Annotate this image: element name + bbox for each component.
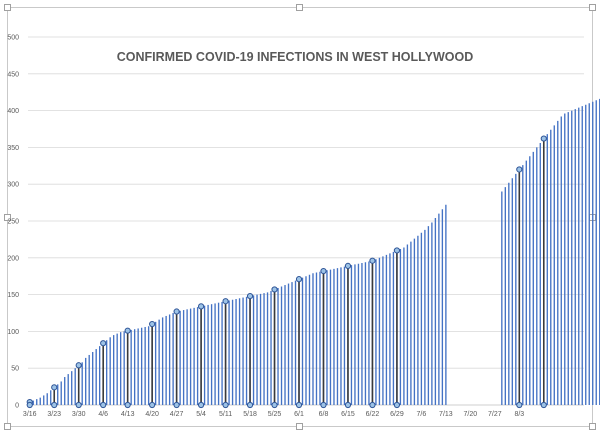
baseline-marker <box>246 401 254 409</box>
data-point-marker <box>393 247 401 254</box>
baseline-marker <box>149 401 156 409</box>
baseline-marker <box>295 401 303 409</box>
y-tick-label: 200 <box>7 255 19 262</box>
x-tick-label: 7/13 <box>439 411 453 418</box>
y-axis-tick-labels: 0 50 100 150 200 250 300 350 400 450 500 <box>7 35 19 410</box>
data-point-marker <box>75 362 82 369</box>
baseline-marker <box>320 401 327 409</box>
x-tick-label: 5/11 <box>219 411 232 418</box>
baseline-marker <box>393 401 401 409</box>
y-tick-label: 300 <box>7 182 19 189</box>
x-tick-label: 6/1 <box>294 411 304 418</box>
baseline-marker <box>75 401 82 409</box>
x-tick-label: 5/25 <box>268 411 282 418</box>
baseline-marker <box>222 401 229 409</box>
x-axis-tick-labels: 3/16 3/23 3/30 4/6 4/13 4/20 4/27 5/4 5/11 5/18 5/… <box>23 411 524 418</box>
x-tick-label: 6/22 <box>366 411 380 418</box>
baseline-marker <box>100 401 107 409</box>
chart-title: CONFIRMED COVID-19 INFECTIONS IN WEST HO… <box>117 50 474 64</box>
data-point-marker <box>369 257 376 264</box>
resize-handle-top-center[interactable] <box>296 4 303 11</box>
data-point-marker <box>222 298 229 305</box>
x-tick-label: 4/20 <box>145 411 159 418</box>
x-tick-label: 4/6 <box>98 411 108 418</box>
data-point-marker <box>320 267 327 275</box>
x-tick-label: 7/6 <box>417 411 427 418</box>
x-tick-label: 4/27 <box>170 411 184 418</box>
data-point-marker <box>100 340 107 347</box>
baseline-marker <box>173 401 180 409</box>
y-tick-label: 150 <box>7 292 19 299</box>
data-point-marker <box>197 303 205 310</box>
baseline-marker <box>344 401 352 409</box>
x-tick-label: 7/20 <box>464 411 478 418</box>
resize-handle-middle-left[interactable] <box>4 214 11 221</box>
x-tick-label: 5/4 <box>196 411 206 418</box>
resize-handle-top-right[interactable] <box>589 4 596 11</box>
x-tick-label: 3/30 <box>72 411 86 418</box>
data-point-marker <box>246 292 254 300</box>
x-tick-label: 6/29 <box>390 411 404 418</box>
data-point-marker <box>295 276 303 283</box>
y-tick-label: 350 <box>7 145 19 152</box>
data-point-marker <box>173 308 180 315</box>
y-tick-label: 50 <box>11 366 19 373</box>
data-point-marker <box>51 384 58 391</box>
y-tick-label: 500 <box>7 35 19 42</box>
y-tick-label: 450 <box>7 71 19 78</box>
resize-handle-bottom-left[interactable] <box>4 423 11 430</box>
x-tick-label: 7/27 <box>488 411 502 418</box>
baseline-marker <box>369 401 376 409</box>
x-tick-label: 6/8 <box>319 411 329 418</box>
x-tick-label: 6/15 <box>341 411 355 418</box>
baseline-marker <box>271 401 278 409</box>
baseline-marker <box>540 401 547 409</box>
data-point-marker <box>271 286 278 293</box>
resize-handle-top-left[interactable] <box>4 4 11 11</box>
data-point-marker <box>344 262 352 269</box>
baseline-marker <box>516 401 523 409</box>
resize-handle-bottom-right[interactable] <box>589 423 596 430</box>
y-tick-label: 100 <box>7 329 19 336</box>
resize-handle-bottom-center[interactable] <box>296 423 303 430</box>
data-point-marker <box>516 166 523 173</box>
y-tick-label: 0 <box>15 403 19 410</box>
bar-series <box>29 98 600 405</box>
data-point-marker <box>540 135 547 142</box>
x-tick-label: 4/13 <box>121 411 135 418</box>
y-tick-label: 250 <box>7 219 19 226</box>
y-tick-label: 400 <box>7 108 19 115</box>
x-tick-label: 5/18 <box>243 411 257 418</box>
baseline-marker <box>197 401 205 409</box>
baseline-marker <box>26 401 33 409</box>
data-point-marker <box>149 320 156 328</box>
x-tick-label: 3/23 <box>47 411 61 418</box>
data-point-marker <box>124 327 131 334</box>
marker-series <box>26 135 547 409</box>
baseline-marker <box>51 401 58 409</box>
x-tick-label: 8/3 <box>514 411 524 418</box>
x-tick-label: 3/16 <box>23 411 37 418</box>
baseline-marker <box>124 401 131 409</box>
